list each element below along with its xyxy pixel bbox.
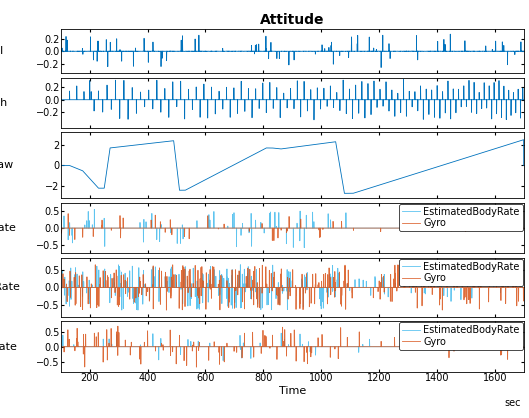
Legend: EstimatedBodyRate, Gyro: EstimatedBodyRate, Gyro — [399, 259, 523, 286]
Gyro — [58, 285, 64, 290]
EstimatedBodyRate — [521, 285, 527, 290]
Title: Attitude: Attitude — [260, 13, 324, 27]
Gyro — [142, 285, 148, 290]
EstimatedBodyRate — [521, 344, 527, 349]
Line: EstimatedBodyRate: EstimatedBodyRate — [61, 333, 524, 361]
X-axis label: Time: Time — [279, 386, 306, 396]
EstimatedBodyRate — [142, 282, 148, 287]
Line: Gyro: Gyro — [61, 265, 524, 310]
Gyro — [235, 344, 241, 349]
EstimatedBodyRate — [234, 344, 241, 349]
Gyro — [234, 292, 241, 297]
Line: EstimatedBodyRate: EstimatedBodyRate — [61, 265, 524, 310]
Gyro — [439, 285, 445, 290]
Gyro — [58, 226, 64, 231]
Line: Gyro: Gyro — [61, 214, 524, 241]
Y-axis label: PitchRate: PitchRate — [0, 283, 21, 293]
EstimatedBodyRate — [142, 226, 148, 231]
EstimatedBodyRate — [91, 207, 97, 212]
Gyro — [234, 226, 241, 231]
EstimatedBodyRate — [359, 226, 365, 231]
EstimatedBodyRate — [58, 226, 64, 231]
Gyro — [193, 364, 199, 370]
EstimatedBodyRate — [237, 262, 243, 267]
Legend: EstimatedBodyRate, Gyro: EstimatedBodyRate, Gyro — [399, 322, 523, 350]
Gyro — [403, 226, 409, 231]
EstimatedBodyRate — [335, 226, 342, 231]
Gyro — [142, 226, 148, 231]
EstimatedBodyRate — [220, 358, 226, 363]
EstimatedBodyRate — [335, 285, 342, 290]
EstimatedBodyRate — [403, 226, 409, 231]
Gyro — [142, 344, 148, 349]
Gyro — [403, 285, 409, 290]
Gyro — [335, 285, 342, 290]
EstimatedBodyRate — [58, 344, 64, 349]
EstimatedBodyRate — [359, 344, 365, 349]
Y-axis label: YawRate: YawRate — [0, 342, 17, 352]
Gyro — [335, 344, 342, 349]
EstimatedBodyRate — [234, 285, 241, 290]
Gyro — [115, 324, 121, 329]
EstimatedBodyRate — [521, 226, 527, 231]
Line: Gyro: Gyro — [61, 326, 524, 367]
EstimatedBodyRate — [439, 285, 445, 290]
Gyro — [359, 226, 365, 231]
Gyro — [163, 308, 170, 313]
Gyro — [271, 238, 277, 243]
EstimatedBodyRate — [403, 285, 409, 290]
EstimatedBodyRate — [142, 344, 148, 349]
Gyro — [359, 344, 365, 349]
EstimatedBodyRate — [359, 285, 365, 290]
Gyro — [359, 285, 365, 290]
Legend: EstimatedBodyRate, Gyro: EstimatedBodyRate, Gyro — [399, 204, 523, 231]
Gyro — [439, 344, 445, 349]
EstimatedBodyRate — [335, 344, 342, 349]
Gyro — [521, 344, 527, 349]
EstimatedBodyRate — [403, 344, 409, 349]
Gyro — [403, 344, 409, 349]
Y-axis label: Yaw: Yaw — [0, 161, 14, 171]
Gyro — [439, 226, 445, 231]
Line: EstimatedBodyRate: EstimatedBodyRate — [61, 209, 524, 247]
Gyro — [65, 211, 71, 216]
Gyro — [58, 344, 64, 349]
EstimatedBodyRate — [278, 331, 285, 336]
Gyro — [521, 226, 527, 231]
EstimatedBodyRate — [301, 245, 307, 250]
Gyro — [401, 262, 407, 267]
Gyro — [335, 226, 342, 231]
EstimatedBodyRate — [58, 285, 64, 290]
Y-axis label: Pitch: Pitch — [0, 98, 8, 108]
Gyro — [521, 285, 527, 290]
EstimatedBodyRate — [439, 344, 445, 349]
EstimatedBodyRate — [135, 308, 141, 313]
EstimatedBodyRate — [439, 226, 445, 231]
Y-axis label: RollRate: RollRate — [0, 223, 17, 233]
Text: sec: sec — [505, 398, 521, 408]
EstimatedBodyRate — [234, 226, 241, 231]
Y-axis label: Roll: Roll — [0, 46, 4, 56]
